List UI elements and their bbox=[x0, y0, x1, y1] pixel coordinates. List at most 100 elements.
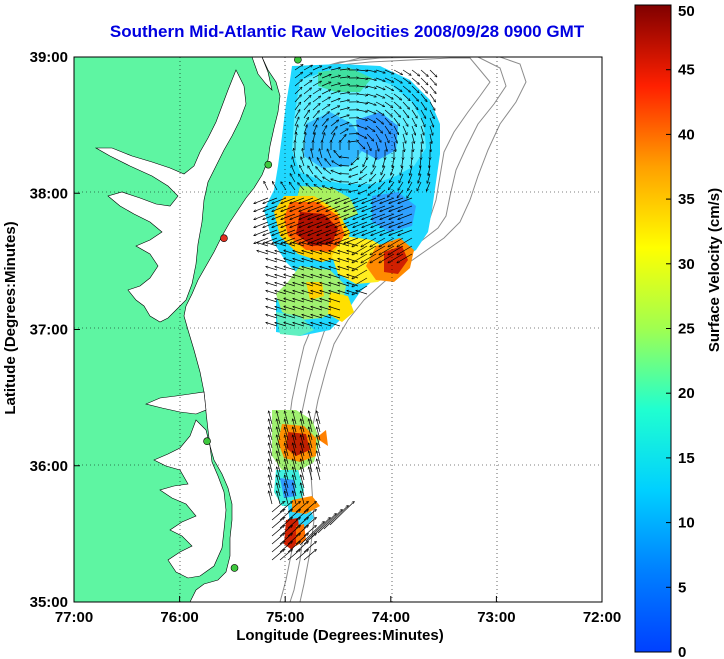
velocity-vector bbox=[277, 467, 281, 481]
velocity-vector bbox=[293, 475, 297, 489]
velocity-vector bbox=[380, 205, 395, 212]
velocity-vector bbox=[430, 141, 431, 152]
velocity-vector bbox=[338, 266, 350, 271]
velocity-vector bbox=[254, 229, 269, 236]
velocity-vector bbox=[388, 245, 404, 256]
chesapeake-bay bbox=[94, 69, 247, 323]
velocity-vector bbox=[281, 213, 296, 220]
velocity-vector bbox=[359, 173, 368, 180]
velocity-vector bbox=[398, 221, 413, 228]
velocity-vector bbox=[366, 85, 377, 89]
velocity-vector bbox=[293, 467, 297, 481]
velocity-vector bbox=[362, 197, 377, 204]
velocity-vector bbox=[348, 181, 359, 184]
velocity-vector bbox=[321, 111, 330, 119]
velocity-vector bbox=[383, 157, 386, 168]
velocity-vector bbox=[344, 205, 359, 212]
velocity-vector bbox=[412, 141, 413, 152]
velocity-vector bbox=[389, 205, 404, 212]
velocity-vector bbox=[303, 117, 309, 127]
velocity-vector bbox=[269, 475, 273, 489]
velocity-vector bbox=[384, 125, 391, 134]
velocity-vector bbox=[299, 213, 314, 220]
velocity-vector bbox=[429, 85, 436, 94]
velocity-vector bbox=[302, 148, 305, 159]
velocity-vector bbox=[277, 427, 281, 441]
velocity-vector bbox=[352, 245, 368, 256]
velocity-vector bbox=[411, 157, 412, 168]
velocity-vector bbox=[315, 166, 323, 175]
velocity-vector bbox=[357, 94, 368, 95]
velocity-vector bbox=[306, 183, 314, 191]
velocity-vector bbox=[335, 221, 350, 228]
velocity-vector bbox=[269, 483, 273, 497]
velocity-vector bbox=[317, 213, 332, 220]
velocity-vector bbox=[339, 165, 350, 166]
velocity-vector bbox=[303, 110, 310, 119]
velocity-vector bbox=[357, 78, 368, 79]
velocity-vector bbox=[420, 125, 424, 135]
colorbar-tick-label: 30 bbox=[678, 256, 695, 273]
velocity-vector bbox=[429, 125, 433, 136]
velocity-vector bbox=[375, 101, 385, 108]
velocity-vector bbox=[428, 165, 431, 176]
velocity-vector bbox=[311, 282, 323, 287]
velocity-vector bbox=[429, 157, 430, 168]
velocity-vector bbox=[420, 77, 428, 85]
velocity-vector bbox=[320, 314, 332, 319]
velocity-vector bbox=[335, 213, 350, 220]
velocity-vector bbox=[426, 181, 431, 191]
velocity-vector bbox=[263, 205, 278, 212]
velocity-vector bbox=[325, 158, 332, 167]
velocity-vector bbox=[397, 245, 413, 256]
velocity-vector bbox=[290, 221, 305, 228]
velocity-vector bbox=[421, 141, 422, 152]
velocity-vector bbox=[257, 250, 269, 255]
velocity-vector bbox=[375, 117, 384, 124]
velocity-vector bbox=[302, 314, 314, 319]
velocity-vector bbox=[384, 85, 394, 92]
velocity-vector bbox=[290, 205, 305, 212]
velocity-vector bbox=[285, 411, 289, 425]
colorbar bbox=[634, 4, 672, 653]
velocity-vector bbox=[317, 459, 321, 473]
velocity-vector bbox=[370, 245, 386, 256]
velocity-vector bbox=[344, 229, 359, 236]
velocity-vector bbox=[266, 290, 278, 295]
colorbar-tick-label: 15 bbox=[678, 450, 695, 467]
velocity-vector bbox=[266, 298, 278, 303]
velocity-vector bbox=[311, 290, 323, 295]
velocity-vector bbox=[299, 197, 314, 204]
velocity-vector bbox=[387, 189, 395, 197]
velocity-vector bbox=[285, 451, 289, 465]
velocity-vector bbox=[348, 189, 359, 192]
velocity-vector bbox=[301, 491, 305, 505]
velocity-vector bbox=[407, 181, 413, 191]
velocity-vector bbox=[402, 85, 411, 92]
velocity-vector bbox=[331, 170, 341, 175]
velocity-vector bbox=[293, 266, 305, 271]
albemarle-sound bbox=[145, 391, 207, 415]
velocity-vector bbox=[378, 181, 386, 189]
velocity-vector bbox=[326, 221, 341, 228]
velocity-vector bbox=[349, 173, 359, 177]
velocity-vector bbox=[277, 491, 281, 505]
velocity-vectors bbox=[254, 64, 437, 561]
velocity-vector bbox=[320, 258, 332, 263]
velocity-vector bbox=[263, 213, 278, 220]
velocity-vector bbox=[289, 173, 296, 183]
velocity-vector bbox=[291, 165, 296, 175]
velocity-vector bbox=[308, 213, 323, 220]
velocity-vector bbox=[308, 229, 323, 236]
velocity-vector bbox=[311, 298, 323, 303]
velocity-vector bbox=[303, 88, 312, 95]
velocity-vector bbox=[320, 306, 332, 311]
velocity-vector bbox=[411, 109, 418, 118]
velocity-vector bbox=[294, 87, 302, 95]
velocity-vector bbox=[272, 229, 287, 236]
velocity-vector bbox=[263, 221, 278, 228]
velocity-vector bbox=[311, 306, 323, 311]
velocity-vector bbox=[275, 322, 287, 327]
velocity-vector bbox=[379, 253, 395, 264]
velocity-vector bbox=[393, 125, 400, 135]
